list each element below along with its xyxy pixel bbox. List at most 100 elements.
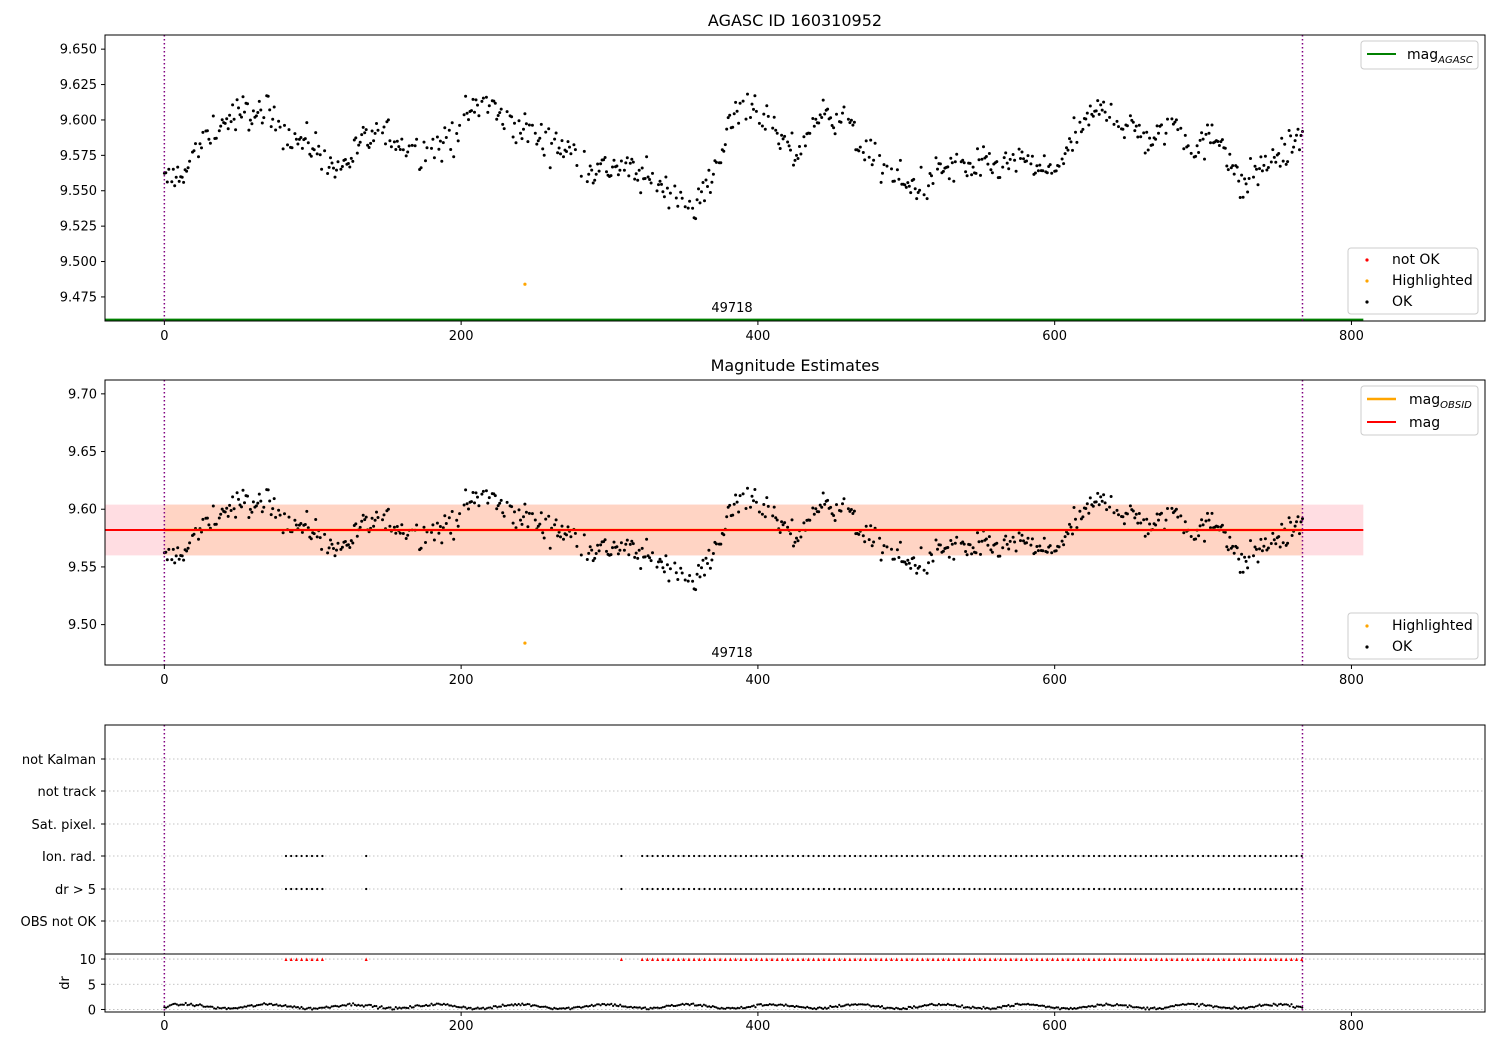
ok-point: [698, 575, 702, 579]
flag-point: [1004, 854, 1007, 858]
dr-point: [1074, 1007, 1078, 1010]
dr-point: [547, 1006, 551, 1010]
dr-clipped-marker: [864, 957, 867, 962]
flag-point: [687, 854, 691, 858]
flag-point: [1227, 854, 1231, 858]
y-tick-label: 9.55: [68, 560, 97, 575]
dr-point: [492, 1005, 495, 1008]
ok-point: [1183, 520, 1187, 524]
dr-point: [222, 1006, 225, 1009]
dr-point: [375, 1005, 378, 1008]
ok-point: [241, 95, 245, 99]
flag-point: [1077, 887, 1080, 891]
ok-point: [763, 515, 767, 519]
dr-point: [645, 1008, 649, 1011]
ok-point: [1017, 147, 1021, 151]
ok-point: [173, 184, 177, 188]
dr-clipped-marker: [786, 957, 790, 962]
flag-row-label: Ion. rad.: [42, 850, 96, 865]
flag-point: [807, 887, 810, 891]
dr-point: [891, 1007, 894, 1010]
ok-point: [1048, 163, 1052, 167]
dr-point: [857, 1003, 860, 1006]
dr-point: [898, 1008, 901, 1011]
ok-point: [464, 94, 468, 98]
flag-point: [1139, 887, 1142, 891]
ok-point: [392, 140, 396, 144]
ok-point: [593, 178, 597, 182]
flag-point: [781, 854, 784, 858]
dr-point: [1098, 1003, 1101, 1007]
ok-point: [1163, 142, 1166, 146]
dr-point: [551, 1008, 554, 1011]
ok-point: [299, 522, 303, 525]
dr-point: [831, 1005, 834, 1009]
ok-point: [1198, 138, 1202, 142]
dr-point: [941, 1003, 944, 1006]
ok-point: [462, 113, 466, 117]
dr-point: [752, 1004, 755, 1007]
dr-point: [1003, 1004, 1006, 1008]
flag-point: [895, 887, 898, 891]
dr-point: [376, 1007, 380, 1010]
ok-point: [976, 531, 979, 535]
dr-point: [663, 1005, 666, 1009]
ok-point: [553, 137, 557, 141]
ok-point: [612, 540, 616, 544]
ok-point: [907, 184, 911, 188]
ok-point: [214, 522, 218, 526]
ok-point: [1045, 550, 1049, 554]
dr-point: [1185, 1003, 1188, 1006]
dr-point: [1023, 1003, 1026, 1006]
ok-point: [522, 515, 525, 519]
ok-point: [1050, 551, 1054, 555]
dr-point: [400, 1007, 403, 1010]
dr-point: [1297, 1005, 1300, 1008]
ok-point: [1200, 131, 1204, 135]
flag-point: [1087, 887, 1090, 891]
dr-point: [173, 1002, 177, 1005]
dr-point: [1000, 1006, 1003, 1009]
ok-point: [1274, 542, 1278, 546]
dr-point: [613, 1003, 617, 1006]
flag-point: [833, 854, 836, 858]
ok-point: [708, 191, 712, 194]
dr-point: [387, 1006, 390, 1009]
flag-point: [1285, 887, 1288, 891]
ok-point: [1137, 123, 1141, 127]
dr-point: [886, 1006, 889, 1009]
dr-clipped-marker: [952, 957, 956, 962]
ok-point: [892, 557, 896, 561]
dr-point: [873, 1005, 876, 1008]
flag-point: [734, 887, 737, 891]
dr-point: [989, 1008, 992, 1011]
ok-point: [351, 541, 355, 545]
dr-point: [460, 1006, 463, 1009]
ok-point: [645, 155, 649, 159]
ok-point: [737, 510, 741, 514]
flag-point: [316, 887, 319, 891]
ok-point: [1079, 130, 1083, 134]
ok-point: [375, 122, 378, 125]
dr-point: [763, 1004, 766, 1007]
ok-point: [680, 571, 684, 575]
dr-clipped-marker: [744, 957, 748, 962]
ok-point: [594, 552, 598, 555]
ok-point: [251, 109, 255, 113]
dr-point: [1238, 1006, 1241, 1010]
ok-point: [182, 180, 186, 184]
dr-point: [1076, 1007, 1079, 1010]
ok-point: [1157, 131, 1160, 135]
dr-point: [693, 1004, 697, 1007]
flag-point: [1009, 854, 1013, 858]
flag-point: [1238, 854, 1241, 858]
flag-point: [895, 854, 898, 858]
ok-point: [232, 507, 236, 511]
flag-point: [1196, 854, 1199, 858]
dr-point: [1203, 1004, 1206, 1007]
ok-point: [511, 135, 515, 139]
dr-point: [800, 1006, 803, 1009]
ok-point: [495, 507, 499, 511]
flag-point: [869, 854, 872, 858]
ok-point: [376, 516, 380, 519]
